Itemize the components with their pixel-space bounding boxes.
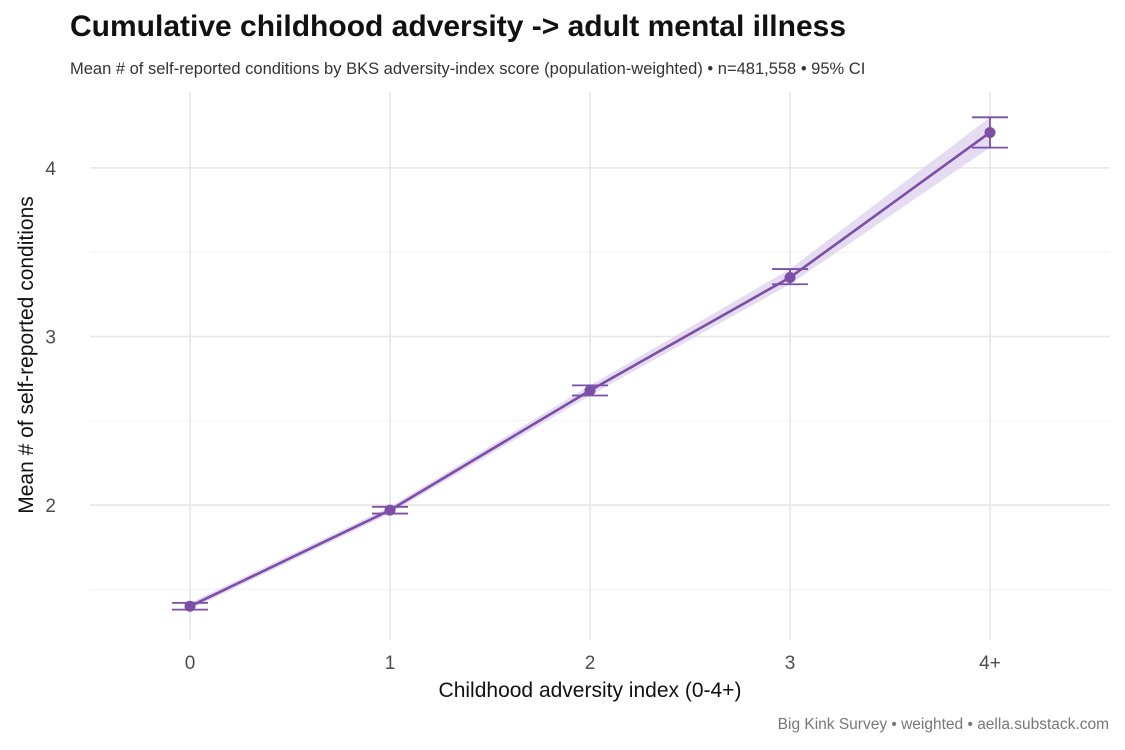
- data-point: [984, 126, 996, 138]
- x-tick-label: 1: [385, 653, 396, 674]
- x-tick-label: 2: [585, 653, 596, 674]
- data-point: [184, 600, 196, 612]
- data-point: [584, 384, 596, 396]
- chart-title: Cumulative childhood adversity -> adult …: [70, 10, 847, 43]
- data-point: [784, 271, 796, 283]
- x-tick-label: 0: [185, 653, 196, 674]
- chart-subtitle: Mean # of self-reported conditions by BK…: [70, 60, 866, 78]
- y-tick-label: 2: [45, 496, 56, 517]
- x-tick-label: 4+: [979, 653, 1001, 674]
- data-points: [184, 126, 996, 612]
- y-tick-label: 3: [45, 327, 56, 348]
- y-axis-ticks: 2 3 4: [45, 159, 56, 517]
- y-axis-title: Mean # of self-reported conditions: [15, 196, 38, 514]
- grid-lines: [90, 92, 1110, 640]
- y-tick-label: 4: [45, 159, 56, 180]
- data-point: [384, 504, 396, 516]
- x-tick-label: 3: [785, 653, 796, 674]
- x-axis-title: Childhood adversity index (0-4+): [439, 679, 742, 702]
- x-axis-ticks: 0 1 2 3 4+: [185, 653, 1001, 674]
- chart-caption: Big Kink Survey • weighted • aella.subst…: [777, 716, 1109, 733]
